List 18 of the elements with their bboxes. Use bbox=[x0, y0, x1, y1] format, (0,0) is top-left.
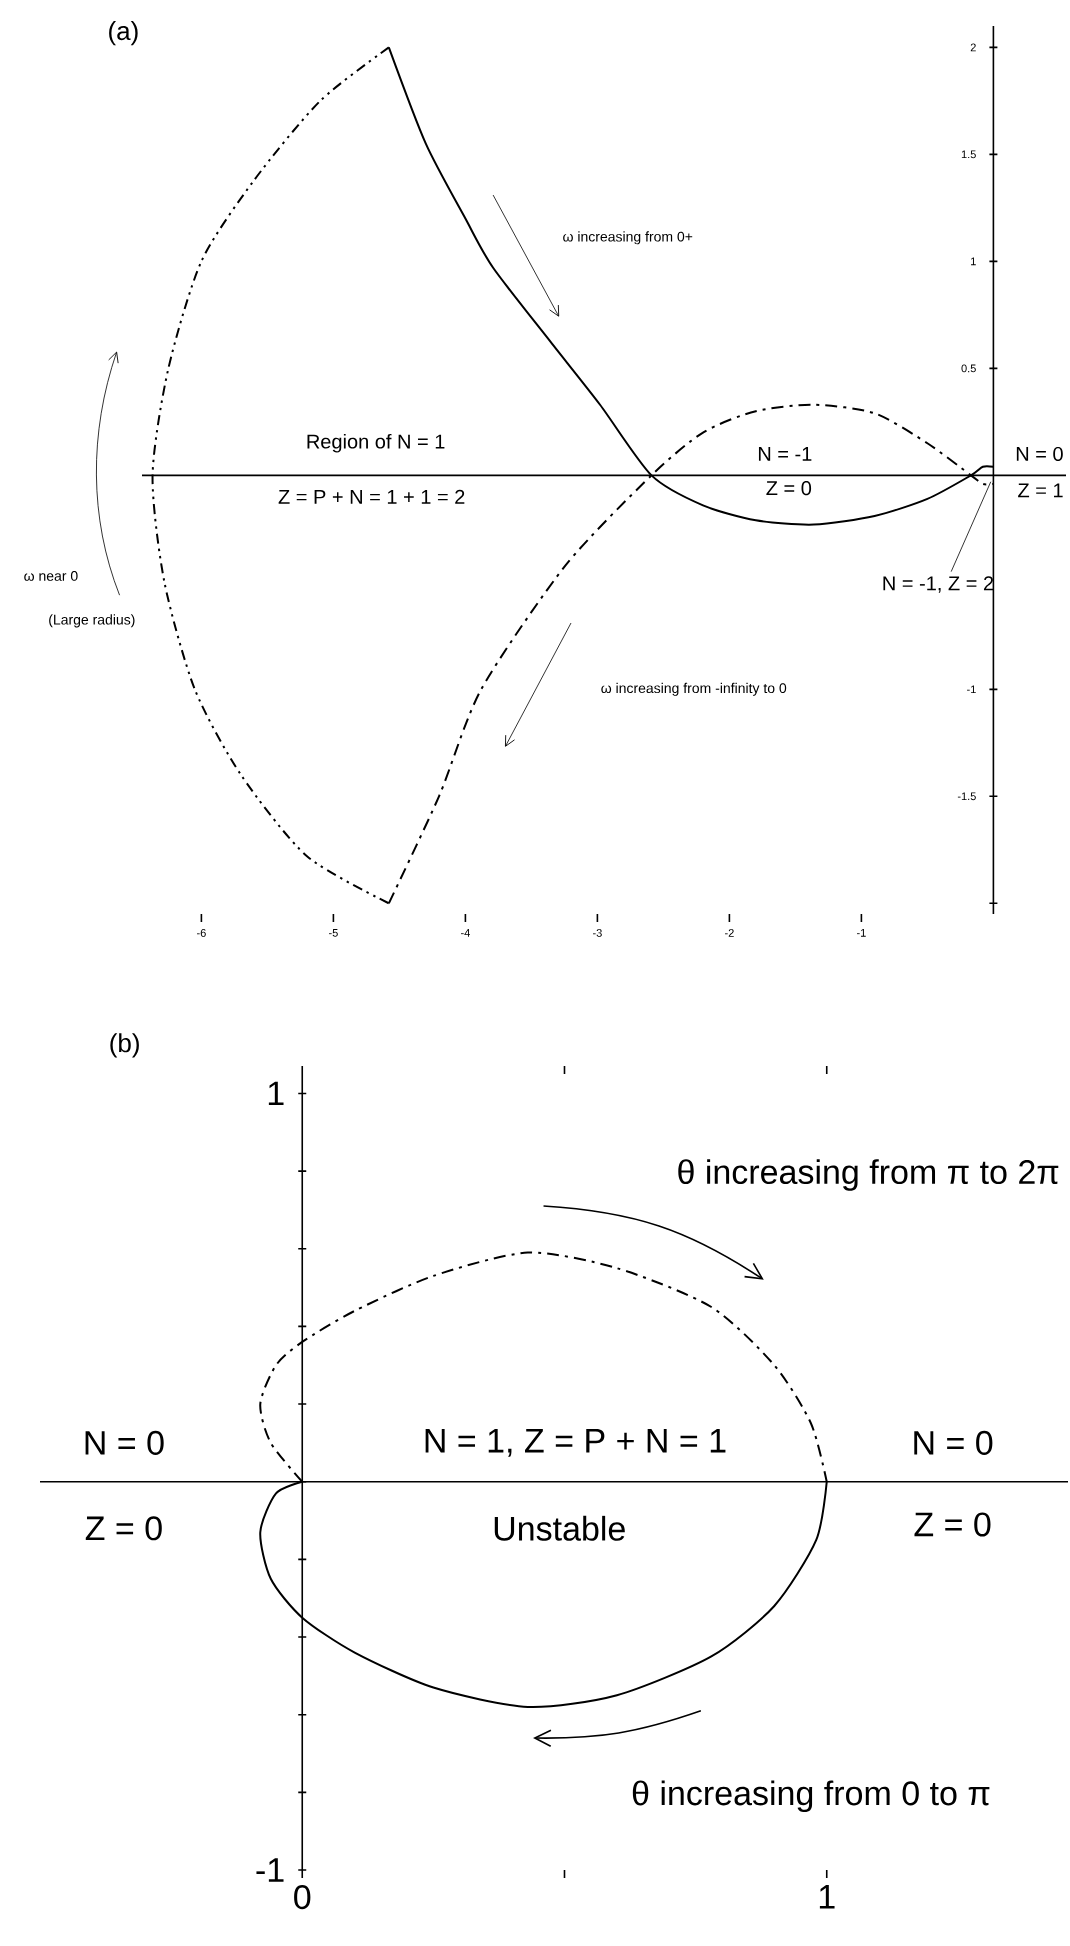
annotation: Z = P + N = 1 + 1 = 2 bbox=[278, 489, 465, 504]
chart-title: (b) bbox=[110, 1033, 139, 1058]
annotation: Unstable bbox=[494, 1515, 625, 1541]
chart-title: (a) bbox=[109, 21, 138, 46]
annotation: N = 0 bbox=[85, 1430, 164, 1455]
annotation: θ increasing from 0 to π bbox=[632, 1780, 990, 1813]
annotation: Z = 0 bbox=[766, 481, 812, 496]
annotation: Z = 0 bbox=[85, 1516, 162, 1541]
annotation: θ increasing from π to 2π bbox=[678, 1159, 1059, 1191]
annotation: N = -1 bbox=[758, 447, 812, 461]
annotation: N = 0 bbox=[914, 1430, 993, 1455]
annotation: N = 1, Z = P + N = 1 bbox=[425, 1429, 726, 1457]
annotation: N = -1, Z = 2 bbox=[883, 576, 994, 593]
x-tick-label: 0 bbox=[294, 1885, 311, 1910]
annotation: Region of N = 1 bbox=[307, 433, 445, 453]
annotation: N = 0 bbox=[1016, 446, 1063, 462]
annotation: Z = 1 bbox=[1018, 483, 1063, 498]
annotation: Z = 0 bbox=[914, 1512, 991, 1537]
